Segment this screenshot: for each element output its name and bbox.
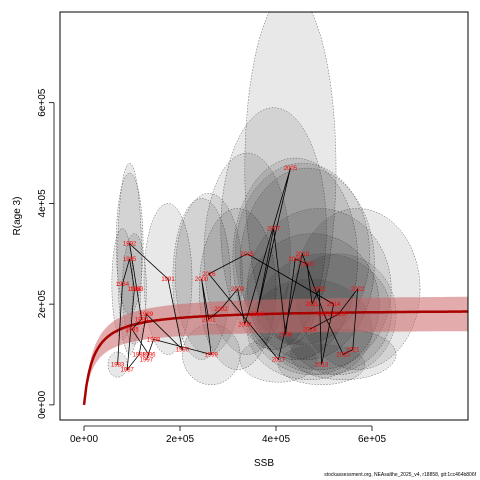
year-label-2016: 2016 <box>202 272 216 278</box>
ellipse-2005 <box>244 12 337 345</box>
year-label-1992: 1992 <box>123 242 137 248</box>
year-label-2021: 2021 <box>346 347 360 353</box>
sr-curve <box>82 310 468 406</box>
year-label-1999: 1999 <box>205 353 219 359</box>
year-label-1993: 1993 <box>130 287 144 293</box>
year-label-1997: 1997 <box>140 358 154 364</box>
y-axis: 0e+00 2e+05 4e+05 6e+05 <box>37 88 55 419</box>
year-label-2001: 2001 <box>202 317 216 323</box>
year-label-2013: 2013 <box>315 363 329 369</box>
curve-band <box>84 296 468 405</box>
year-label-2012: 2012 <box>313 287 327 293</box>
year-label-1986: 1986 <box>128 287 142 293</box>
plot-frame <box>59 11 469 421</box>
x-axis: 0e+00 2e+05 4e+05 6e+05 <box>70 425 387 445</box>
y-tick-label: 4e+05 <box>37 189 48 218</box>
y-tick-label: 2e+05 <box>37 290 48 319</box>
year-label-2010: 2010 <box>301 262 315 268</box>
year-label-2002: 2002 <box>214 307 228 313</box>
year-label-1987: 1987 <box>121 368 135 374</box>
x-tick-label: 0e+00 <box>70 434 99 445</box>
year-labels: 1983 1984 1985 1986 1987 1988 1989 1990 1991 1992… <box>111 166 365 373</box>
year-label-2005: 2005 <box>284 166 298 172</box>
y-tick-label: 0e+00 <box>37 390 48 419</box>
year-label-2006: 2006 <box>250 312 264 318</box>
x-tick-label: 2e+05 <box>166 434 195 445</box>
x-tick-label: 6e+05 <box>358 434 387 445</box>
year-label-1991: 1991 <box>161 277 175 283</box>
year-label-2019: 2019 <box>317 312 331 318</box>
year-label-2015: 2015 <box>241 252 255 258</box>
year-label-2011: 2011 <box>306 302 320 308</box>
year-path-line <box>117 167 359 371</box>
year-label-2009: 2009 <box>289 257 303 263</box>
year-label-2023: 2023 <box>332 312 346 318</box>
x-axis-title: SSB <box>254 458 274 469</box>
year-label-2003: 2003 <box>231 287 245 293</box>
y-axis-title: R(age 3) <box>12 197 23 236</box>
x-tick-label: 4e+05 <box>262 434 291 445</box>
year-label-1989: 1989 <box>140 312 154 318</box>
year-label-1984: 1984 <box>116 282 130 288</box>
year-label-2004: 2004 <box>238 322 252 328</box>
year-label-1988: 1988 <box>133 353 147 359</box>
confidence-band <box>84 296 468 405</box>
year-label-1983: 1983 <box>111 363 125 369</box>
year-label-2007: 2007 <box>267 227 281 233</box>
year-label-2000: 2000 <box>195 277 209 283</box>
year-label-1995: 1995 <box>125 327 139 333</box>
year-label-1994: 1994 <box>135 317 149 323</box>
year-label-2018: 2018 <box>296 252 310 258</box>
y-tick-label: 6e+05 <box>37 88 48 117</box>
year-label-2020: 2020 <box>337 353 351 359</box>
year-label-2024: 2024 <box>303 327 317 333</box>
year-label-2008: 2008 <box>279 332 293 338</box>
year-label-1996: 1996 <box>142 353 156 359</box>
curve-line <box>82 310 468 406</box>
year-label-1985: 1985 <box>123 257 137 263</box>
year-label-2022: 2022 <box>351 287 365 293</box>
year-label-1990: 1990 <box>176 347 190 353</box>
year-label-1998: 1998 <box>147 337 161 343</box>
year-label-2017: 2017 <box>272 358 286 364</box>
year-label-2014: 2014 <box>327 302 341 308</box>
year-path <box>117 167 359 371</box>
source-footnote: stockassessment.org, NEAsalthe_2025_v4, … <box>324 472 476 478</box>
